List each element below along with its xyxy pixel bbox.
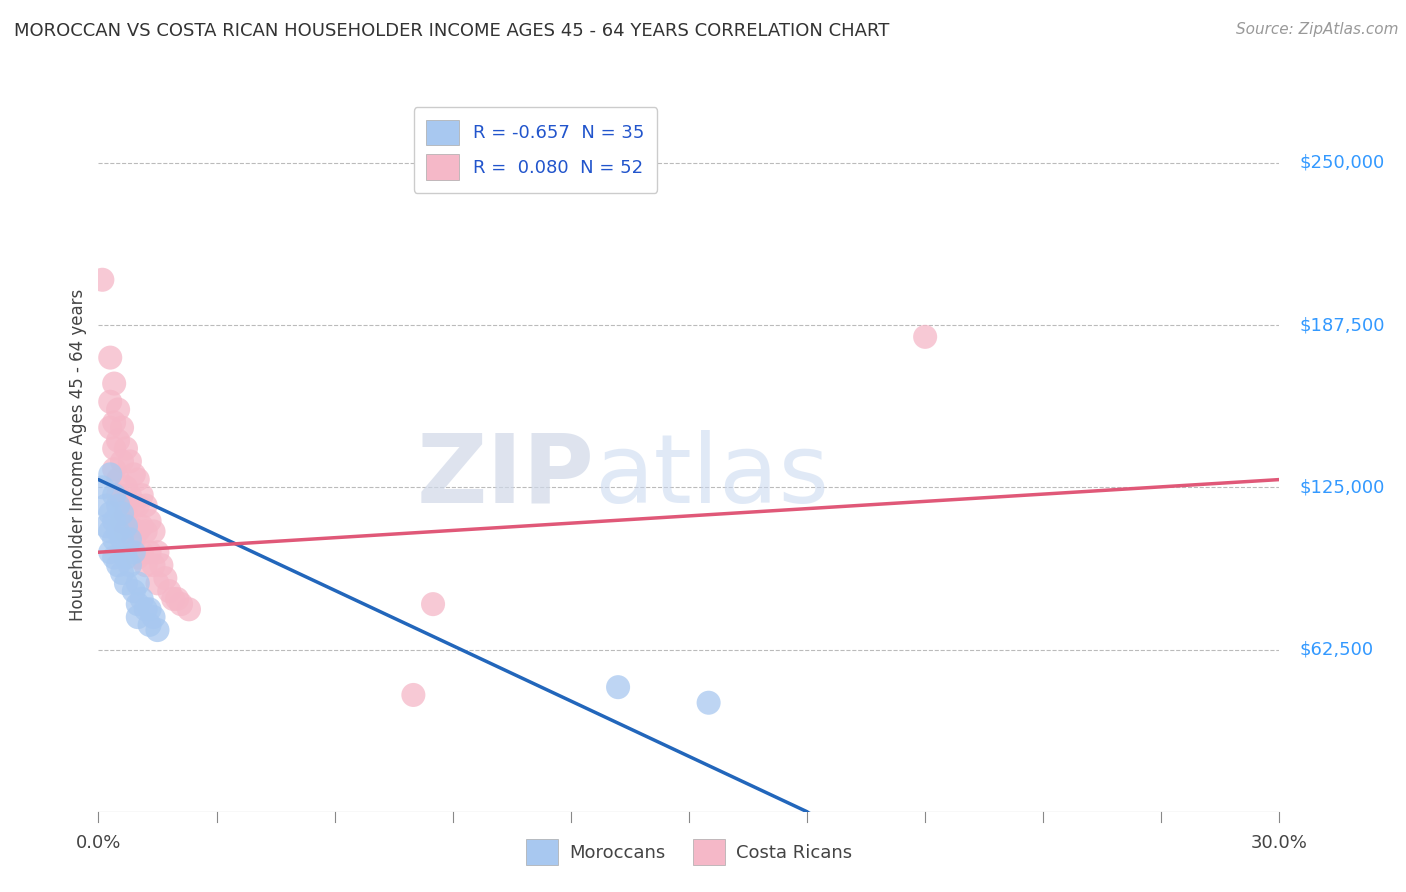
Point (111, 533, 134, 547)
Point (103, 533, 125, 547)
Point (115, 506, 138, 520)
Point (127, 610, 149, 624)
Point (162, 591, 184, 606)
Point (138, 514, 160, 528)
Point (146, 576, 169, 591)
Text: $62,500: $62,500 (1299, 640, 1374, 658)
Point (111, 514, 134, 528)
Y-axis label: Householder Income Ages 45 - 64 years: Householder Income Ages 45 - 64 years (69, 289, 87, 621)
Point (98, 394, 121, 409)
Text: $125,000: $125,000 (1299, 478, 1385, 496)
Text: Source: ZipAtlas.com: Source: ZipAtlas.com (1236, 22, 1399, 37)
Point (146, 545, 169, 559)
Point (122, 533, 145, 547)
Point (118, 488, 141, 502)
Point (107, 524, 129, 539)
Point (135, 524, 157, 539)
Point (122, 545, 145, 559)
Point (115, 524, 138, 539)
Point (91, 480, 114, 494)
Point (131, 591, 153, 606)
Point (142, 524, 165, 539)
Point (127, 576, 149, 591)
Point (98, 420, 121, 434)
Point (155, 571, 177, 585)
Point (122, 467, 145, 482)
Point (107, 558, 129, 573)
Point (115, 442, 138, 456)
Point (150, 558, 173, 573)
Point (914, 330, 936, 344)
Point (107, 499, 129, 513)
Point (422, 597, 444, 611)
Point (111, 420, 134, 434)
Point (135, 499, 157, 513)
Point (103, 550, 125, 565)
Point (127, 499, 149, 513)
Point (127, 524, 149, 539)
Point (166, 591, 188, 606)
Point (146, 623, 169, 637)
Point (697, 696, 720, 710)
Point (127, 597, 149, 611)
Point (131, 488, 153, 502)
Point (103, 442, 125, 456)
Point (111, 566, 134, 580)
Point (131, 519, 153, 533)
Point (118, 519, 141, 533)
Point (98, 506, 121, 520)
Point (96, 499, 118, 513)
Point (98, 351, 121, 365)
Point (170, 597, 193, 611)
Text: 30.0%: 30.0% (1251, 834, 1308, 852)
Point (98, 545, 121, 559)
Text: ZIP: ZIP (416, 430, 595, 523)
Point (107, 402, 129, 417)
Point (127, 473, 149, 487)
Point (142, 610, 165, 624)
Point (107, 473, 129, 487)
Point (103, 462, 125, 476)
Point (177, 602, 200, 616)
Point (131, 545, 153, 559)
Point (107, 488, 129, 502)
Point (135, 602, 157, 616)
Point (96, 519, 118, 533)
Text: MOROCCAN VS COSTA RICAN HOUSEHOLDER INCOME AGES 45 - 64 YEARS CORRELATION CHART: MOROCCAN VS COSTA RICAN HOUSEHOLDER INCO… (14, 22, 890, 40)
Point (122, 499, 145, 513)
Point (98, 524, 121, 539)
Text: $250,000: $250,000 (1299, 154, 1385, 172)
Point (98, 467, 121, 482)
Point (111, 493, 134, 508)
Legend: Moroccans, Costa Ricans: Moroccans, Costa Ricans (517, 830, 860, 874)
Point (115, 550, 138, 565)
Point (118, 454, 141, 468)
Point (103, 514, 125, 528)
Point (111, 506, 134, 520)
Text: $187,500: $187,500 (1299, 316, 1385, 334)
Point (115, 480, 138, 494)
Point (103, 376, 125, 391)
Point (103, 416, 125, 430)
Point (142, 558, 165, 573)
Point (157, 584, 180, 599)
Point (91, 273, 114, 287)
Text: 0.0%: 0.0% (76, 834, 121, 852)
Point (127, 550, 149, 565)
Text: atlas: atlas (595, 430, 830, 523)
Point (138, 618, 160, 632)
Point (138, 545, 160, 559)
Point (103, 488, 125, 502)
Point (107, 434, 129, 448)
Point (118, 558, 141, 573)
Point (115, 519, 138, 533)
Point (607, 680, 630, 694)
Point (111, 454, 134, 468)
Point (118, 533, 141, 547)
Point (115, 576, 138, 591)
Point (138, 602, 160, 616)
Point (402, 688, 425, 702)
Point (122, 584, 145, 599)
Point (135, 558, 157, 573)
